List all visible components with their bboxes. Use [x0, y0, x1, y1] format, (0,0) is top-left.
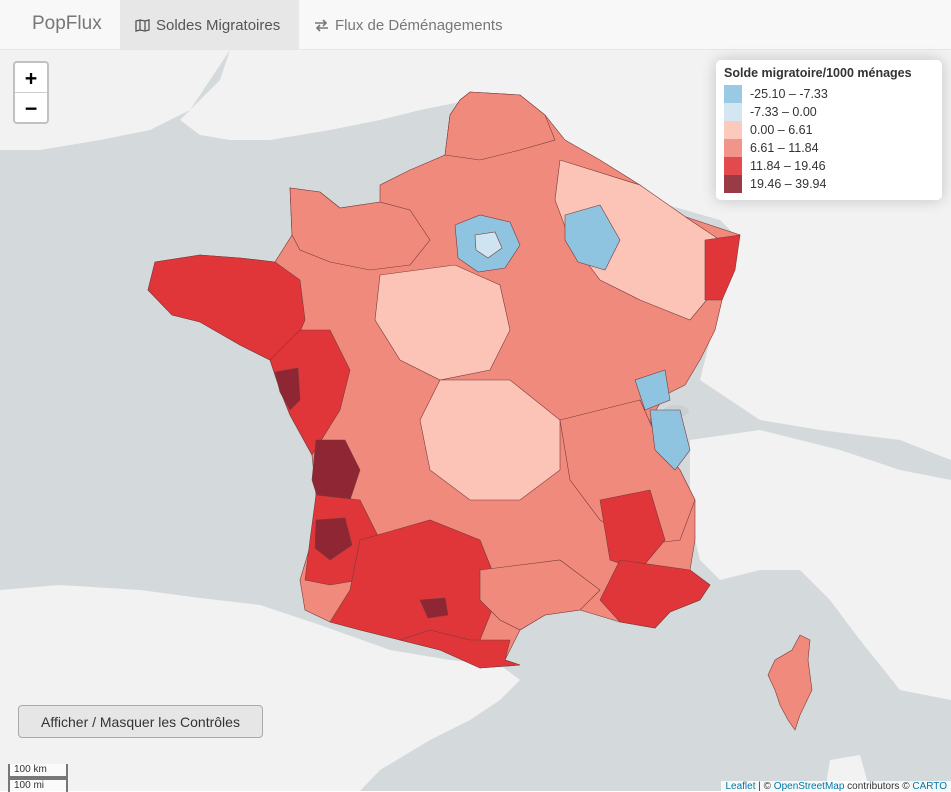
scale-mi: 100 mi	[8, 778, 68, 792]
region-nord	[444, 91, 556, 161]
uk-west-landmass	[0, 50, 230, 150]
region-haute-savoie	[649, 409, 691, 471]
legend-label: 11.84 – 19.46	[750, 159, 826, 173]
legend-item: -25.10 – -7.33	[724, 85, 934, 103]
legend-label: -25.10 – -7.33	[750, 87, 828, 101]
leaflet-link[interactable]: Leaflet	[725, 781, 756, 791]
region-provence	[599, 559, 711, 629]
scale-km: 100 km	[8, 764, 68, 778]
legend-swatch	[724, 85, 742, 103]
region-centre	[374, 264, 511, 381]
region-rhone	[559, 399, 696, 546]
region-massif-central	[419, 379, 561, 501]
tab-soldes-migratoires[interactable]: Soldes Migratoires	[120, 0, 299, 50]
attribution-contrib: contributors ©	[844, 781, 913, 791]
legend-swatch	[724, 103, 742, 121]
tab-flux-demenagements[interactable]: Flux de Déménagements	[299, 0, 521, 50]
uk-landmass	[180, 50, 560, 140]
legend-label: 6.61 – 11.84	[750, 141, 819, 155]
region-herault	[419, 597, 449, 619]
carto-link[interactable]: CARTO	[912, 781, 947, 791]
attribution-sep: | ©	[755, 781, 774, 791]
navbar: PopFlux Soldes Migratoires Flux de Démén…	[0, 0, 951, 50]
legend-label: -7.33 – 0.00	[750, 105, 817, 119]
region-arcachon	[314, 517, 353, 561]
region-jura-border	[634, 369, 671, 411]
region-paris-core	[474, 231, 503, 259]
region-normandie	[289, 187, 431, 271]
map-attribution: Leaflet | © OpenStreetMap contributors ©…	[721, 781, 951, 791]
legend-item: 6.61 – 11.84	[724, 139, 934, 157]
region-drome	[599, 489, 666, 571]
map-legend: Solde migratoire/1000 ménages -25.10 – -…	[716, 60, 942, 200]
osm-link[interactable]: OpenStreetMap	[773, 781, 845, 791]
zoom-control: + −	[13, 61, 49, 124]
map-icon	[135, 18, 150, 32]
italy-landmass	[690, 430, 951, 700]
legend-item: 19.46 – 39.94	[724, 175, 934, 193]
france-choropleth	[147, 91, 741, 669]
zoom-in-button[interactable]: +	[24, 65, 38, 90]
legend-item: 11.84 – 19.46	[724, 157, 934, 175]
region-alsace	[704, 234, 741, 301]
tab-label: Soldes Migratoires	[156, 16, 281, 34]
legend-item: -7.33 – 0.00	[724, 103, 934, 121]
legend-swatch	[724, 139, 742, 157]
tab-label: Flux de Déménagements	[335, 16, 503, 34]
zoom-out-button[interactable]: −	[15, 92, 47, 122]
legend-swatch	[724, 121, 742, 139]
legend-item: 0.00 – 6.61	[724, 121, 934, 139]
legend-title: Solde migratoire/1000 ménages	[724, 66, 912, 80]
region-lorraine-blue	[564, 204, 621, 271]
spain-landmass	[0, 585, 520, 791]
region-languedoc	[479, 559, 601, 631]
region-vendee	[274, 367, 301, 411]
region-bretagne	[147, 254, 306, 361]
legend-swatch	[724, 175, 742, 193]
scale-control: 100 km 100 mi	[8, 764, 68, 792]
brand[interactable]: PopFlux	[32, 13, 102, 34]
legend-label: 0.00 – 6.61	[750, 123, 813, 137]
region-corse	[767, 634, 813, 731]
legend-swatch	[724, 157, 742, 175]
exchange-icon	[315, 18, 328, 32]
legend-label: 19.46 – 39.94	[750, 177, 827, 191]
region-pyrenees	[398, 629, 521, 669]
toggle-controls-button[interactable]: Afficher / Masquer les Contrôles	[18, 705, 263, 738]
